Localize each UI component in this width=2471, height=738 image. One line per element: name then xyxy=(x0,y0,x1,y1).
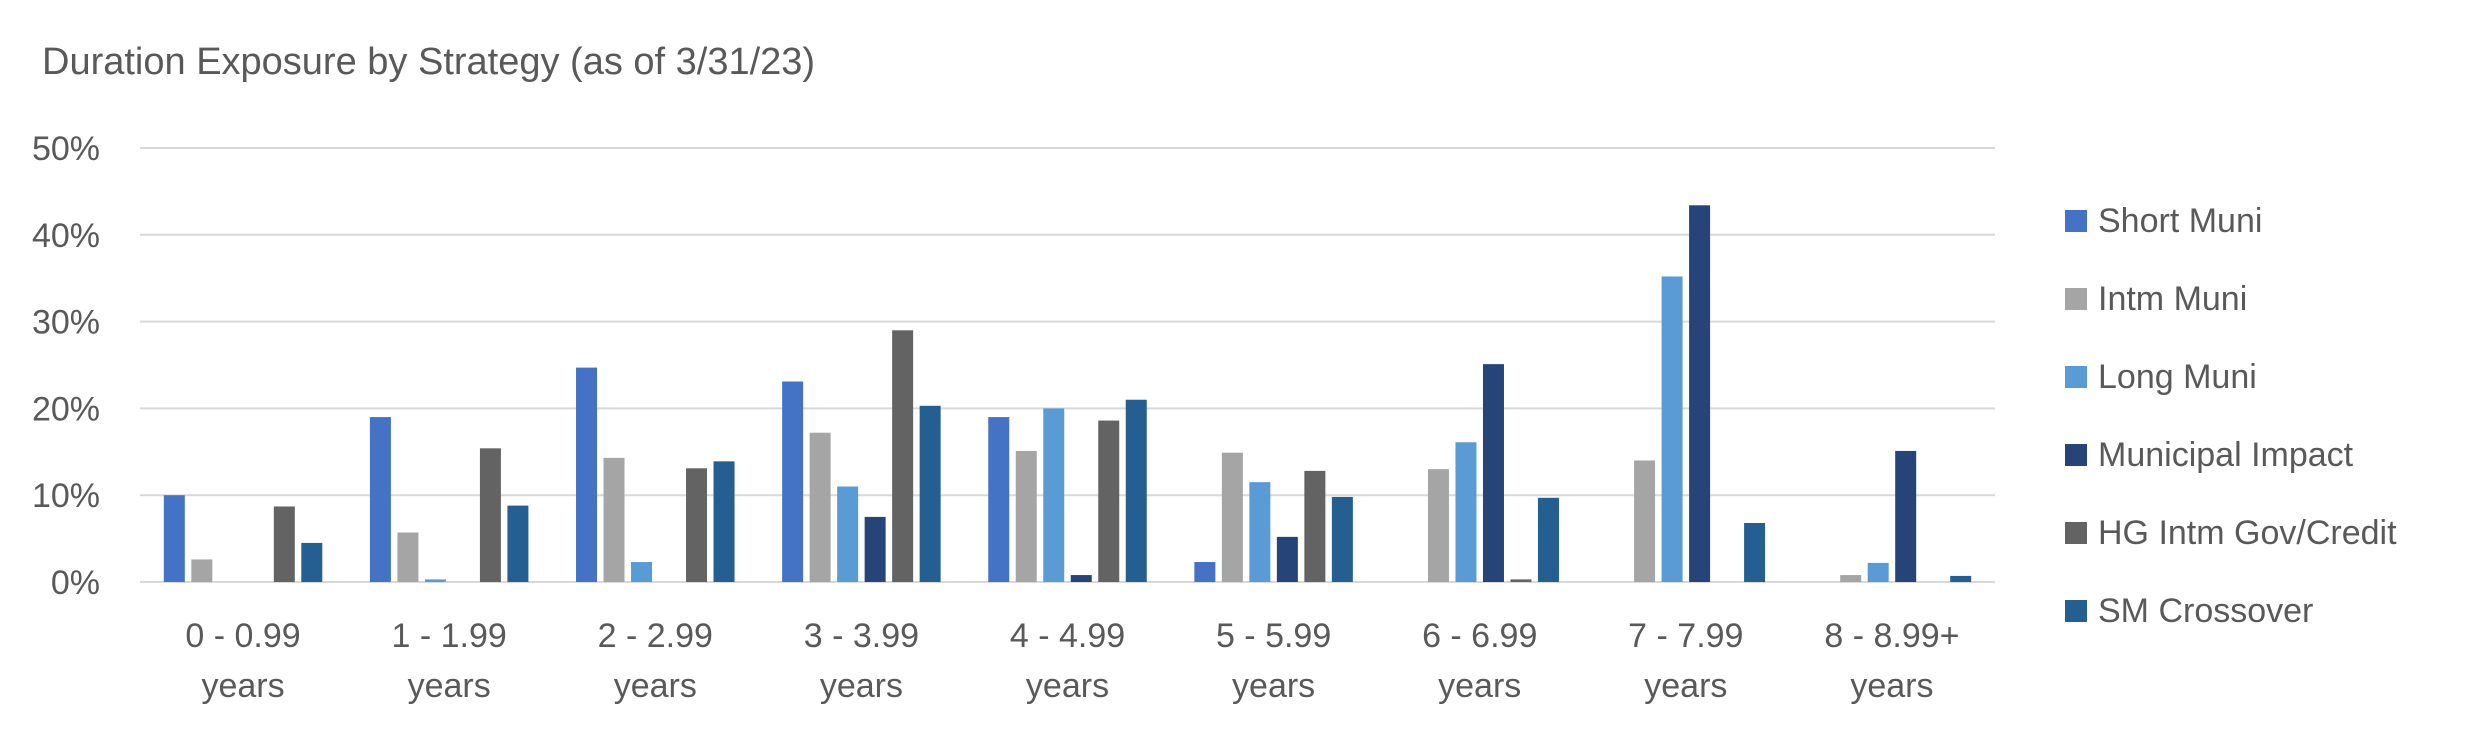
bar-hg-intm-gov-credit-5 xyxy=(1304,470,1326,582)
x-tick-label: 7 - 7.99 xyxy=(1628,617,1743,655)
x-tick-label: 1 - 1.99 xyxy=(392,617,507,655)
bar-long-muni-5 xyxy=(1249,482,1271,582)
bar-municipal-impact-4 xyxy=(1070,575,1092,582)
y-tick-label: 30% xyxy=(32,304,100,342)
bar-intm-muni-6 xyxy=(1427,469,1449,582)
gridlines xyxy=(140,147,1995,583)
x-tick-label: 6 - 6.99 xyxy=(1422,617,1537,655)
legend-label: Intm Muni xyxy=(2098,280,2247,318)
bar-short-muni-4 xyxy=(988,417,1010,582)
x-tick-label: 0 - 0.99 xyxy=(185,617,300,655)
legend: Short Muni Intm Muni Long Muni Municipal Im… xyxy=(2065,202,2397,630)
x-tick-label: 4 - 4.99 xyxy=(1010,617,1125,655)
bar-intm-muni-0 xyxy=(191,559,213,582)
bar-municipal-impact-7 xyxy=(1689,205,1711,582)
bar-sm-crossover-0 xyxy=(301,542,323,582)
legend-swatch xyxy=(2065,210,2087,232)
x-tick-label: years xyxy=(1850,667,1933,705)
bar-short-muni-3 xyxy=(782,381,804,582)
y-tick-label: 50% xyxy=(32,130,100,168)
x-tick-label: years xyxy=(820,667,903,705)
bar-sm-crossover-3 xyxy=(919,405,941,582)
bar-long-muni-7 xyxy=(1661,276,1683,582)
bar-intm-muni-7 xyxy=(1634,460,1656,582)
y-tick-label: 40% xyxy=(32,217,100,255)
chart-title: Duration Exposure by Strategy (as of 3/3… xyxy=(42,41,815,83)
legend-label: HG Intm Gov/Credit xyxy=(2098,514,2397,552)
bar-sm-crossover-8 xyxy=(1950,575,1972,582)
legend-label: SM Crossover xyxy=(2098,592,2313,630)
x-tick-label: years xyxy=(408,667,491,705)
x-tick-label: years xyxy=(201,667,284,705)
legend-swatch xyxy=(2065,366,2087,388)
y-tick-label: 0% xyxy=(51,564,100,602)
bar-sm-crossover-2 xyxy=(713,461,735,582)
x-axis-tick-labels: 0 - 0.99 years 1 - 1.99 years 2 - 2.99 years 3… xyxy=(185,617,1959,705)
bar-municipal-impact-6 xyxy=(1482,364,1504,582)
bar-hg-intm-gov-credit-0 xyxy=(273,506,295,582)
bar-intm-muni-4 xyxy=(1015,450,1037,582)
x-tick-label: years xyxy=(1026,667,1109,705)
y-tick-label: 20% xyxy=(32,390,100,428)
bar-municipal-impact-8 xyxy=(1895,450,1917,582)
x-tick-label: years xyxy=(614,667,697,705)
bar-intm-muni-2 xyxy=(603,457,625,582)
bar-intm-muni-5 xyxy=(1221,452,1243,582)
bar-short-muni-2 xyxy=(576,367,598,582)
y-tick-label: 10% xyxy=(32,477,100,515)
x-tick-label: years xyxy=(1644,667,1727,705)
legend-swatch xyxy=(2065,288,2087,310)
bar-long-muni-4 xyxy=(1043,408,1065,582)
legend-swatch xyxy=(2065,444,2087,466)
bar-short-muni-1 xyxy=(369,417,391,582)
x-tick-label: 5 - 5.99 xyxy=(1216,617,1331,655)
legend-label: Municipal Impact xyxy=(2098,436,2354,474)
x-tick-label: 8 - 8.99+ xyxy=(1824,617,1959,655)
bars xyxy=(163,205,1972,582)
bar-intm-muni-3 xyxy=(809,432,831,582)
x-tick-label: years xyxy=(1232,667,1315,705)
bar-intm-muni-1 xyxy=(397,532,419,582)
legend-label: Long Muni xyxy=(2098,358,2257,396)
x-tick-label: years xyxy=(1438,667,1521,705)
bar-sm-crossover-7 xyxy=(1744,522,1766,582)
bar-long-muni-2 xyxy=(631,562,653,582)
bar-municipal-impact-5 xyxy=(1276,536,1298,582)
bar-long-muni-1 xyxy=(424,579,446,582)
bar-long-muni-6 xyxy=(1455,442,1477,582)
bar-sm-crossover-6 xyxy=(1537,497,1559,582)
legend-label: Short Muni xyxy=(2098,202,2262,240)
bar-hg-intm-gov-credit-4 xyxy=(1098,420,1120,582)
bar-short-muni-0 xyxy=(163,495,185,582)
bar-long-muni-3 xyxy=(837,486,859,582)
y-axis-tick-labels: 0% 10% 20% 30% 40% 50% xyxy=(32,130,100,602)
bar-sm-crossover-4 xyxy=(1125,399,1147,582)
legend-swatch xyxy=(2065,522,2087,544)
bar-hg-intm-gov-credit-1 xyxy=(479,448,501,582)
bar-long-muni-8 xyxy=(1867,562,1889,582)
x-tick-label: 2 - 2.99 xyxy=(598,617,713,655)
bar-municipal-impact-3 xyxy=(864,516,886,582)
bar-hg-intm-gov-credit-3 xyxy=(892,330,914,582)
bar-hg-intm-gov-credit-2 xyxy=(686,468,708,582)
bar-sm-crossover-5 xyxy=(1331,496,1353,582)
bar-intm-muni-8 xyxy=(1840,575,1862,582)
bar-hg-intm-gov-credit-6 xyxy=(1510,579,1532,582)
x-tick-label: 3 - 3.99 xyxy=(804,617,919,655)
legend-swatch xyxy=(2065,600,2087,622)
bar-short-muni-5 xyxy=(1194,562,1216,582)
bar-sm-crossover-1 xyxy=(507,505,529,582)
